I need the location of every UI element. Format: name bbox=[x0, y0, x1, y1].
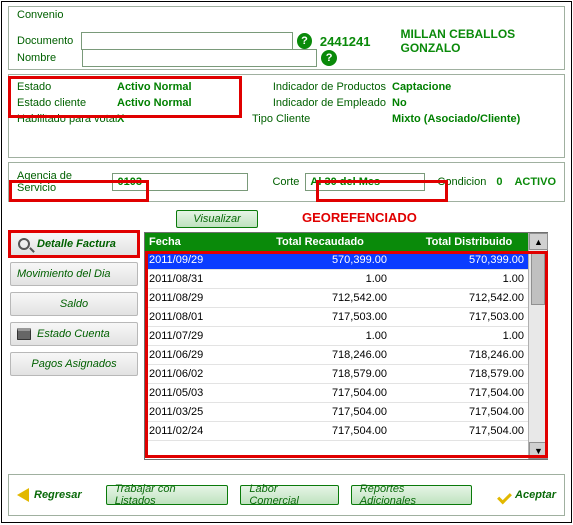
convenio-label: Convenio bbox=[17, 9, 63, 21]
documento-input[interactable] bbox=[81, 32, 293, 50]
col-header[interactable]: Fecha bbox=[145, 236, 249, 248]
nav-estado-cuenta-label: Estado Cuenta bbox=[37, 328, 110, 340]
regresar-button[interactable]: Regresar bbox=[17, 488, 82, 502]
scroll-up-icon[interactable]: ▲ bbox=[529, 233, 548, 250]
back-arrow-icon bbox=[17, 488, 29, 502]
condicion-code: 0 bbox=[496, 176, 502, 188]
trabajar-listados-button[interactable]: Trabajar con Listados bbox=[106, 485, 229, 505]
panel-convenio: Convenio Documento ? 2441241 MILLAN CEBA… bbox=[8, 6, 565, 70]
check-icon bbox=[496, 488, 510, 502]
regresar-label: Regresar bbox=[34, 489, 82, 501]
documento-label: Documento bbox=[17, 35, 73, 47]
printer-icon bbox=[17, 327, 31, 341]
tipo-cliente-label: Tipo Cliente bbox=[252, 113, 392, 125]
nombre-input[interactable] bbox=[82, 49, 317, 67]
indicador-empleado-value: No bbox=[392, 97, 562, 109]
nav-saldo[interactable]: Saldo bbox=[10, 292, 138, 316]
aceptar-button[interactable]: Aceptar bbox=[496, 488, 556, 502]
panel-footer: Regresar Trabajar con Listados Labor Com… bbox=[8, 474, 565, 516]
labor-comercial-button[interactable]: Labor Comercial bbox=[240, 485, 338, 505]
nav-movimiento-dia[interactable]: Movimiento del Dia bbox=[10, 262, 138, 286]
nav-movdia-label: Movimiento del Dia bbox=[17, 268, 111, 280]
help-nombre-icon[interactable]: ? bbox=[321, 50, 337, 66]
visualizar-button[interactable]: Visualizar bbox=[176, 210, 258, 228]
app-window: Convenio Documento ? 2441241 MILLAN CEBA… bbox=[1, 1, 572, 523]
reportes-adicionales-button[interactable]: Reportes Adicionales bbox=[351, 485, 472, 505]
indicador-productos-value: Captacione bbox=[392, 81, 562, 93]
condicion-value: ACTIVO bbox=[514, 176, 556, 188]
nav-saldo-label: Saldo bbox=[60, 298, 88, 310]
highlight-table bbox=[145, 251, 548, 458]
table-header: FechaTotal RecaudadoTotal Distribuido bbox=[145, 233, 547, 251]
highlight-agencia bbox=[9, 180, 149, 202]
nav-estado-cuenta[interactable]: Estado Cuenta bbox=[10, 322, 138, 346]
col-header[interactable]: Total Recaudado bbox=[249, 236, 391, 248]
help-documento-icon[interactable]: ? bbox=[297, 33, 312, 49]
highlight-corte bbox=[316, 180, 448, 202]
aceptar-label: Aceptar bbox=[515, 489, 556, 501]
indicador-empleado-label: Indicador de Empleado bbox=[252, 97, 392, 109]
indicador-productos-label: Indicador de Productos bbox=[252, 81, 392, 93]
highlight-status bbox=[8, 76, 242, 118]
documento-number: 2441241 bbox=[320, 34, 371, 49]
georef-label: GEOREFENCIADO bbox=[302, 210, 417, 225]
tipo-cliente-value: Mixto (Asociado/Cliente) bbox=[392, 113, 562, 125]
documento-name: MILLAN CEBALLOS GONZALO bbox=[401, 27, 564, 55]
nombre-label: Nombre bbox=[17, 52, 56, 64]
col-header[interactable]: Total Distribuido bbox=[391, 236, 547, 248]
nav-pagos-label: Pagos Asignados bbox=[31, 358, 116, 370]
highlight-detalle bbox=[8, 230, 140, 258]
nav-pagos-asignados[interactable]: Pagos Asignados bbox=[10, 352, 138, 376]
corte-label: Corte bbox=[272, 176, 299, 188]
